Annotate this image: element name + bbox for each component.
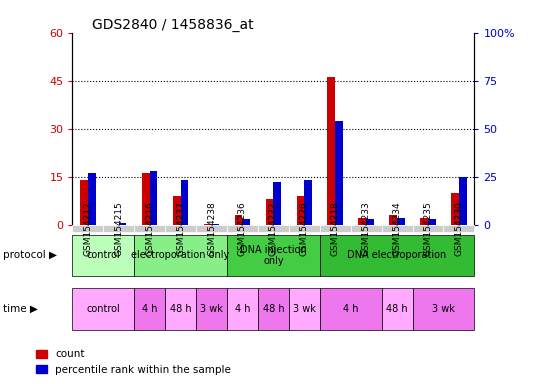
Text: GSM154216: GSM154216 [145,201,154,256]
Text: GSM154235: GSM154235 [423,201,433,256]
Bar [88,173,95,225]
Bar [304,180,312,225]
Text: GSM154230: GSM154230 [455,201,464,256]
Bar [196,288,227,330]
Bar [173,196,181,225]
Bar [165,288,196,330]
Bar [258,288,289,330]
Bar [266,199,273,225]
Bar [204,224,212,225]
Bar [235,215,242,225]
Bar [451,193,459,225]
Text: 3 wk: 3 wk [432,304,455,314]
Bar [389,215,397,225]
Bar [335,121,343,225]
Text: 3 wk: 3 wk [200,304,223,314]
Bar [273,182,281,225]
Text: GSM154236: GSM154236 [238,201,247,256]
Bar [320,235,474,276]
Text: 4 h: 4 h [343,304,359,314]
Text: 48 h: 48 h [170,304,191,314]
Bar [181,180,188,225]
Text: control: control [86,304,120,314]
Bar [150,171,158,225]
Text: 3 wk: 3 wk [293,304,316,314]
Bar [420,218,428,225]
Text: DNA injection
only: DNA injection only [240,245,307,266]
Bar [212,224,219,225]
Bar [289,288,320,330]
Bar [382,288,413,330]
Bar [119,223,126,225]
Text: 48 h: 48 h [386,304,408,314]
Bar [366,219,374,225]
Bar [296,196,304,225]
Text: GSM154234: GSM154234 [392,201,401,256]
Text: GSM154237: GSM154237 [176,201,185,256]
Bar [134,288,165,330]
Bar [327,78,335,225]
Text: 4 h: 4 h [235,304,250,314]
Text: protocol ▶: protocol ▶ [3,250,57,260]
Text: GDS2840 / 1458836_at: GDS2840 / 1458836_at [93,18,254,31]
Text: GSM154238: GSM154238 [207,201,216,256]
Bar [72,235,134,276]
Text: GSM154233: GSM154233 [362,201,370,256]
Bar [320,288,382,330]
Text: 4 h: 4 h [142,304,158,314]
Text: GSM154215: GSM154215 [114,201,123,256]
Text: 48 h: 48 h [263,304,284,314]
Bar [134,235,227,276]
Bar [428,219,436,225]
Bar [413,288,474,330]
Text: electroporation only: electroporation only [131,250,230,260]
Bar [397,218,405,225]
Text: GSM154222: GSM154222 [269,201,278,256]
Text: GSM154218: GSM154218 [331,201,340,256]
Bar [359,218,366,225]
Text: time ▶: time ▶ [3,304,38,314]
Text: GSM154212: GSM154212 [83,201,92,256]
Bar [242,219,250,225]
Bar [227,288,258,330]
Bar [80,180,88,225]
Legend: count, percentile rank within the sample: count, percentile rank within the sample [32,345,235,379]
Text: GSM154226: GSM154226 [300,201,309,256]
Text: DNA electroporation: DNA electroporation [347,250,446,260]
Bar [227,235,320,276]
Bar [72,288,134,330]
Bar [142,174,150,225]
Bar [459,177,467,225]
Text: control: control [86,250,120,260]
